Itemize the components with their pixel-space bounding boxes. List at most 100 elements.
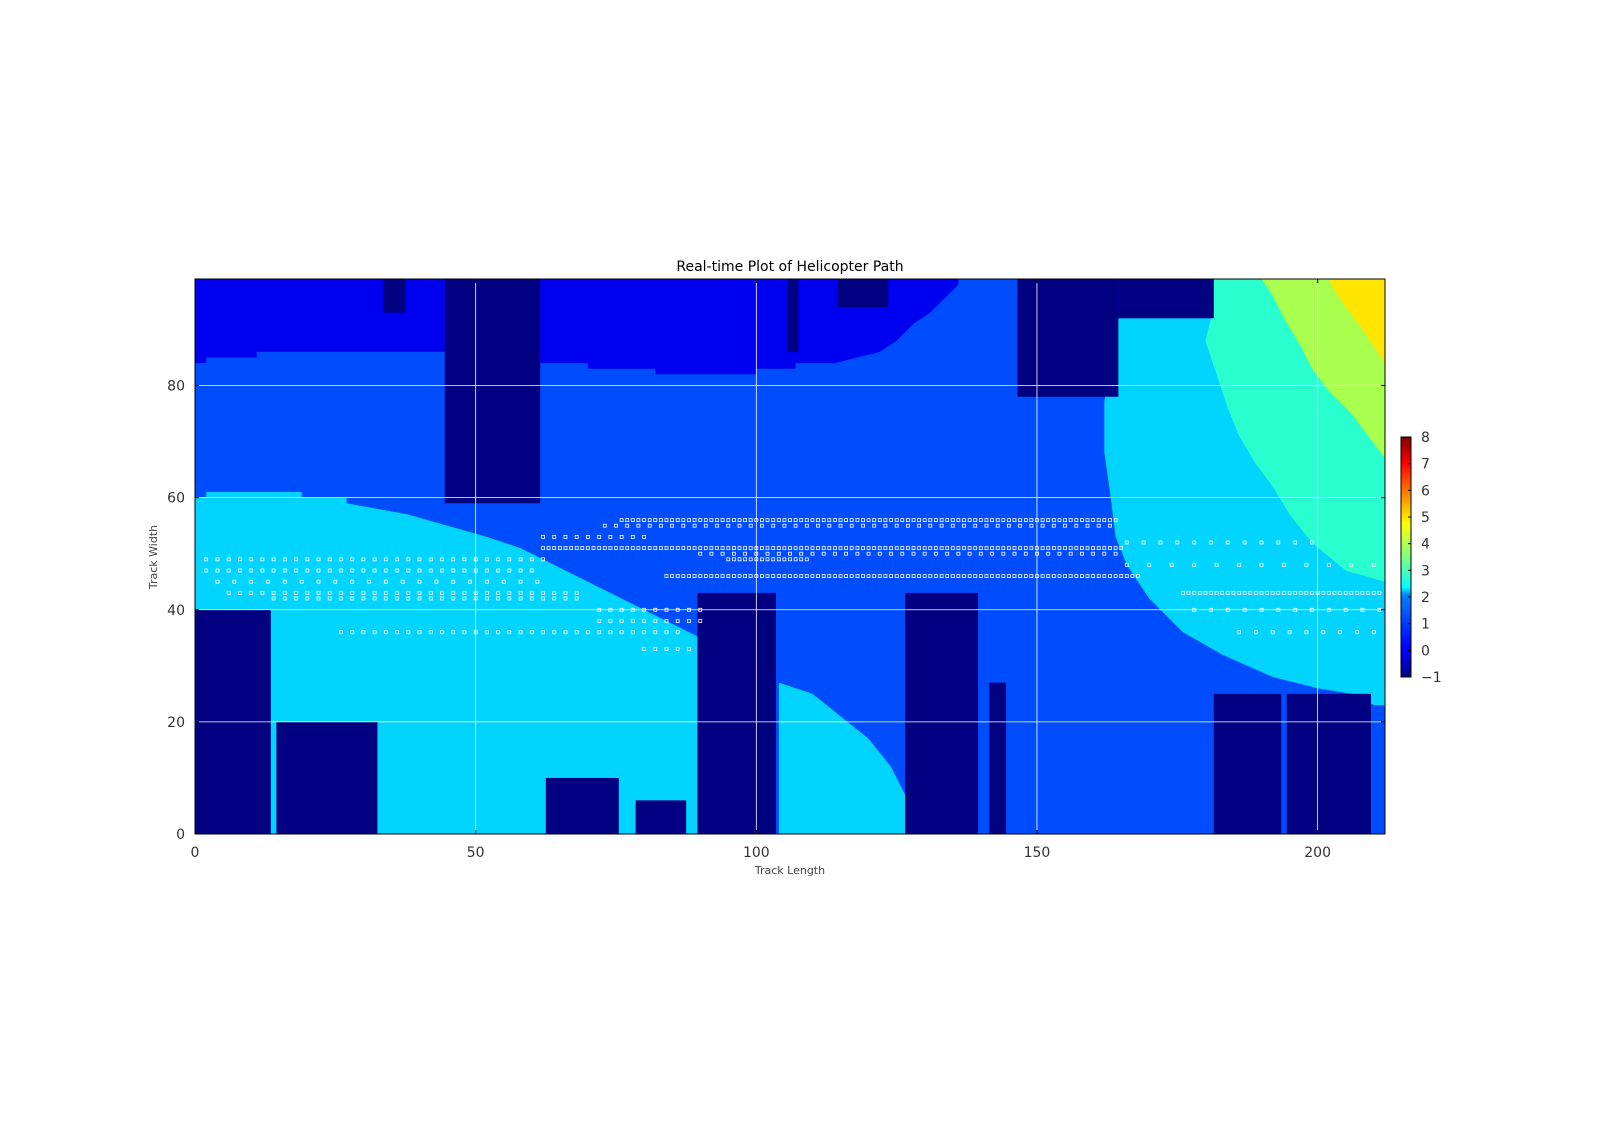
path-point (361, 596, 366, 601)
path-point (282, 568, 287, 573)
path-point (350, 579, 355, 584)
path-point (855, 518, 860, 522)
path-point (1181, 591, 1185, 595)
path-point (400, 579, 405, 584)
path-point (1102, 574, 1107, 578)
path-point (962, 523, 966, 528)
path-point (687, 619, 691, 623)
path-point (816, 574, 820, 578)
path-point (653, 518, 658, 522)
path-point (748, 523, 753, 528)
path-point (1040, 546, 1045, 550)
path-point (687, 647, 691, 651)
path-point (496, 591, 501, 595)
path-point (945, 518, 950, 522)
path-point (675, 647, 680, 651)
path-point (232, 579, 237, 584)
path-point (260, 568, 265, 573)
x-tick-label: 0 (191, 845, 200, 861)
path-point (894, 546, 899, 550)
path-point (827, 574, 832, 578)
path-point (417, 591, 422, 595)
path-point (1293, 540, 1298, 545)
path-point (776, 574, 781, 578)
path-point (1102, 546, 1107, 550)
path-point (1063, 518, 1067, 522)
path-point (1113, 518, 1118, 522)
path-point (338, 591, 343, 595)
path-point (580, 546, 585, 550)
path-point (1074, 518, 1079, 522)
obstacle-block (1118, 279, 1214, 319)
path-point (608, 535, 613, 539)
path-point (1046, 574, 1051, 578)
obstacle-block (837, 279, 889, 308)
path-point (237, 591, 242, 595)
path-point (1360, 591, 1365, 595)
path-point (327, 568, 332, 573)
path-point (900, 574, 905, 578)
path-point (1091, 546, 1095, 550)
path-point (529, 568, 534, 573)
path-point (675, 574, 680, 578)
path-point (1349, 563, 1354, 567)
path-point (541, 591, 545, 595)
path-point (962, 574, 966, 578)
path-point (771, 523, 776, 528)
path-point (726, 574, 731, 578)
path-point (552, 535, 557, 539)
path-point (664, 518, 669, 522)
path-point (984, 523, 989, 528)
path-point (922, 551, 927, 556)
path-point (917, 523, 921, 528)
path-point (793, 518, 798, 522)
path-point (271, 596, 276, 601)
path-point (1068, 518, 1073, 522)
path-point (1085, 546, 1090, 550)
y-axis-ticks: 0 20 40 60 80 (167, 379, 1385, 843)
path-point (945, 574, 950, 578)
path-point (788, 518, 792, 522)
path-point (973, 546, 978, 550)
path-point (574, 596, 579, 601)
path-point (496, 596, 501, 601)
path-point (1259, 591, 1264, 595)
path-point (1051, 546, 1056, 550)
path-point (1029, 518, 1034, 522)
path-point (670, 546, 674, 550)
path-point (226, 568, 231, 573)
path-point (720, 518, 725, 522)
path-point (1012, 518, 1017, 522)
path-point (776, 518, 781, 522)
path-point (844, 518, 848, 522)
path-point (737, 557, 742, 562)
path-point (395, 630, 400, 635)
path-point (821, 574, 826, 578)
path-point (866, 546, 871, 550)
value-region-level-0 (195, 279, 445, 364)
path-point (507, 630, 512, 635)
path-point (428, 557, 433, 562)
path-point (327, 557, 332, 562)
path-point (1225, 540, 1230, 545)
path-point (962, 546, 966, 550)
path-point (765, 551, 770, 556)
path-point (788, 557, 792, 562)
x-axis-ticks: 0 50 100 150 200 (191, 279, 1331, 861)
path-point (597, 535, 602, 539)
path-point (316, 568, 321, 573)
path-point (1057, 518, 1062, 522)
path-point (782, 518, 787, 522)
path-point (776, 546, 781, 550)
colorbar-tick-label: 6 (1421, 483, 1430, 499)
path-point (367, 579, 371, 584)
path-point (1007, 574, 1011, 578)
path-point (338, 568, 343, 573)
path-point (877, 546, 882, 550)
path-point (1349, 591, 1354, 595)
path-point (462, 557, 467, 562)
path-point (833, 551, 837, 556)
path-point (625, 546, 630, 550)
path-point (956, 518, 961, 522)
